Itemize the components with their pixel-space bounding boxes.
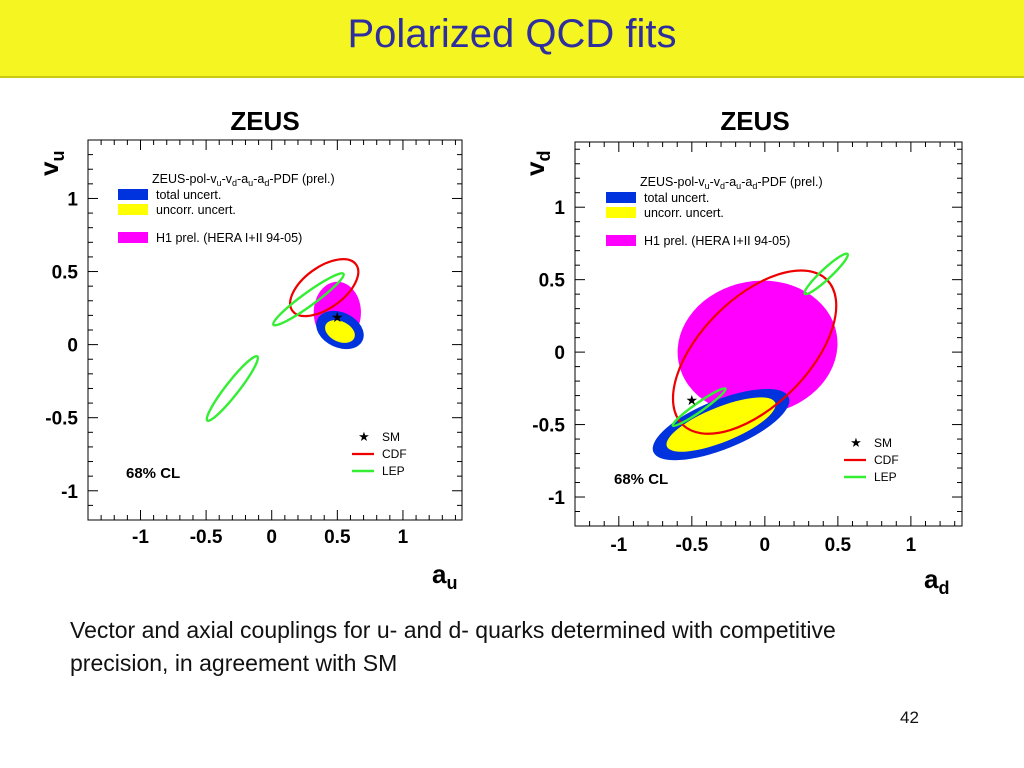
legend-label-lep: LEP bbox=[874, 470, 897, 484]
x-axis-label: au bbox=[432, 559, 457, 593]
y-tick-label: 1 bbox=[554, 198, 565, 219]
legend-heading: ZEUS-pol-vu-vd-au-ad-PDF (prel.) bbox=[152, 172, 335, 188]
y-axis-label: vu bbox=[34, 151, 68, 176]
y-tick-label: 0 bbox=[67, 336, 78, 357]
y-axis-label: vd bbox=[520, 151, 554, 176]
legend-swatch-h1 bbox=[118, 232, 148, 243]
slide-title: Polarized QCD fits bbox=[347, 12, 677, 56]
chart-title: ZEUS bbox=[230, 106, 299, 136]
x-tick-label: -1 bbox=[610, 535, 627, 556]
y-tick-label: 0.5 bbox=[539, 271, 566, 292]
y-tick-label: -1 bbox=[548, 488, 565, 509]
x-tick-label: 1 bbox=[398, 527, 409, 548]
x-tick-label: 1 bbox=[906, 535, 917, 556]
legend-label-total_uncert: total uncert. bbox=[644, 191, 709, 205]
y-tick-label: -0.5 bbox=[532, 416, 565, 437]
uncorr-uncert-region bbox=[666, 397, 776, 452]
y-tick-label: -0.5 bbox=[45, 409, 78, 430]
plot-area: ★ bbox=[205, 258, 364, 422]
plot-vu-vs-au: ★ -1 -0.5 0 0.5 1 1 0.5 0 -0.5 -1 ZEUS au vu ZEUS-pol-… bbox=[34, 106, 463, 593]
cl-label: 68% CL bbox=[614, 471, 668, 488]
chart-title: ZEUS bbox=[720, 106, 789, 136]
lep-contour-1 bbox=[272, 272, 345, 327]
legend-swatch-total_uncert bbox=[118, 189, 148, 200]
legend-label-cdf: CDF bbox=[382, 447, 407, 461]
y-tick-label: 0.5 bbox=[52, 263, 79, 284]
legend-swatch-uncorr_uncert bbox=[606, 207, 636, 218]
y-tick-label: 1 bbox=[67, 189, 78, 210]
x-tick-label: -0.5 bbox=[675, 535, 708, 556]
x-axis-label: ad bbox=[924, 564, 949, 598]
x-tick-label: -0.5 bbox=[190, 527, 223, 548]
cdf-contour bbox=[289, 258, 360, 318]
uncorr-uncert-region bbox=[325, 320, 355, 343]
legend-label-uncorr_uncert: uncorr. uncert. bbox=[644, 206, 724, 220]
y-tick-label: -1 bbox=[61, 482, 78, 503]
x-tick-label: 0 bbox=[760, 535, 771, 556]
plot-vd-vs-ad: ★ -1 -0.5 0 0.5 1 1 0.5 0 -0.5 -1 ZEUS ad vd ZEUS-pol-… bbox=[520, 106, 963, 598]
legend-label-sm: SM bbox=[382, 430, 400, 444]
legend-heading: ZEUS-pol-vu-vd-au-ad-PDF (prel.) bbox=[640, 175, 823, 191]
legend-label-lep: LEP bbox=[382, 464, 405, 478]
legend-sm-marker: ★ bbox=[358, 429, 370, 444]
legend-swatch-total_uncert bbox=[606, 192, 636, 203]
plot-area: ★ bbox=[652, 252, 850, 461]
x-tick-label: 0.5 bbox=[324, 527, 351, 548]
lep-contour-1 bbox=[803, 252, 850, 296]
legend-label-h1: H1 prel. (HERA I+II 94-05) bbox=[644, 234, 790, 248]
x-tick-label: 0.5 bbox=[825, 535, 852, 556]
legend-label-total_uncert: total uncert. bbox=[156, 188, 221, 202]
page-number: 42 bbox=[900, 708, 919, 727]
sm-point-marker: ★ bbox=[331, 309, 344, 325]
x-tick-label: 0 bbox=[266, 527, 277, 548]
y-tick-label: 0 bbox=[554, 343, 565, 364]
x-tick-label: -1 bbox=[132, 527, 149, 548]
legend-label-h1: H1 prel. (HERA I+II 94-05) bbox=[156, 231, 302, 245]
plot-frame bbox=[574, 141, 963, 527]
legend-label-uncorr_uncert: uncorr. uncert. bbox=[156, 203, 236, 217]
cl-label: 68% CL bbox=[126, 465, 180, 482]
legend-swatch-h1 bbox=[606, 235, 636, 246]
legend-sm-marker: ★ bbox=[850, 435, 862, 450]
legend-label-sm: SM bbox=[874, 436, 892, 450]
legend-label-cdf: CDF bbox=[874, 453, 899, 467]
lep-contour-2 bbox=[205, 354, 260, 422]
title-bar: Polarized QCD fits bbox=[0, 0, 1024, 78]
sm-point-marker: ★ bbox=[686, 392, 699, 408]
slide-caption: Vector and axial couplings for u- and d-… bbox=[70, 617, 836, 676]
legend-swatch-uncorr_uncert bbox=[118, 204, 148, 215]
lep-contour-2 bbox=[671, 387, 727, 428]
